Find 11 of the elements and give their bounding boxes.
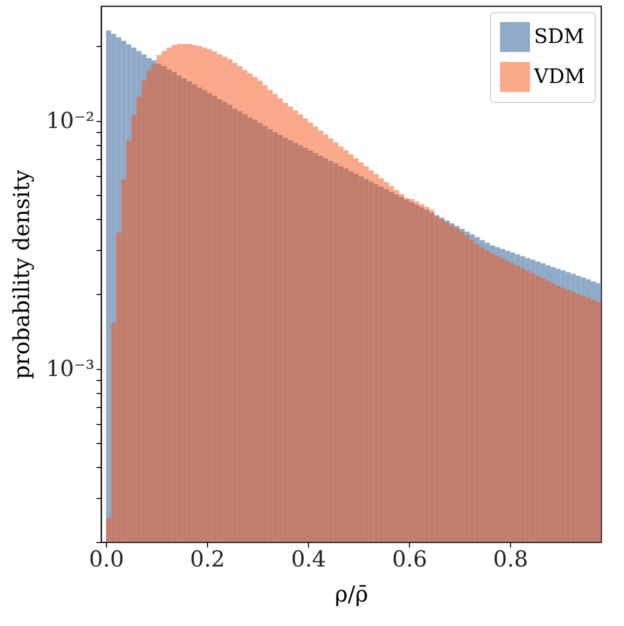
x-tick-label: 0.8: [493, 548, 528, 572]
x-axis-title: ρ/ρ̄: [334, 582, 368, 608]
x-tick-label: 0.0: [89, 548, 124, 572]
y-tick-label: 10⁻²: [46, 109, 94, 134]
y-axis-title: probability density: [10, 169, 36, 380]
legend-label: VDM: [533, 64, 585, 88]
x-tick-label: 0.4: [291, 548, 326, 572]
legend-label: SDM: [534, 24, 584, 48]
x-tick-label: 0.6: [392, 548, 428, 572]
y-tick-label: 10⁻³: [46, 357, 94, 382]
x-tick-label: 0.2: [190, 548, 226, 572]
